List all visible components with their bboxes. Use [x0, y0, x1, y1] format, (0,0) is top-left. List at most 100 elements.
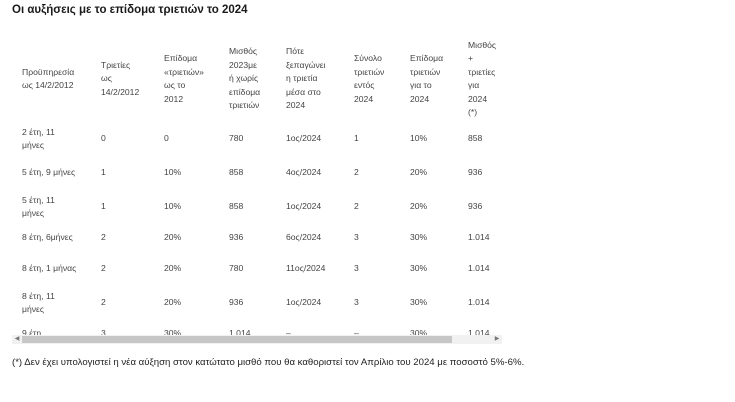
table-header-row: Προϋπηρεσία ως 14/2/2012 Τριετίες ως 14/2/20…	[12, 36, 502, 122]
table-cell: 30%	[410, 232, 428, 243]
column-header-line: 2024	[410, 93, 430, 104]
column-header-line: Επίδομα	[164, 53, 198, 63]
column-header: Σύνολο τριετιών εντός 2024	[344, 36, 400, 122]
table-cell: 20%	[164, 232, 182, 243]
table-cell: 0	[101, 133, 106, 144]
table-cell: 8 έτη, 6μήνες	[22, 232, 73, 243]
table-cell: 1ος/2024	[286, 133, 322, 144]
column-header-line: 14/2/2012	[101, 86, 140, 97]
table-cell: –	[354, 328, 359, 339]
table-row: 8 έτη, 6μήνες 2 20% 936 6ος/2024 3 30% 1.014	[12, 224, 502, 252]
table-cell: 3	[354, 297, 359, 308]
column-header: Πότε ξεπαγώνει η τριετία μέσα στο 2024	[276, 36, 344, 122]
column-header-line: ως	[101, 73, 112, 84]
column-header-line: ως 14/2/2012	[22, 80, 74, 90]
column-header-line: Τριετίες	[101, 59, 131, 70]
table-cell: 2	[101, 297, 106, 308]
column-header-line: 2024	[354, 93, 374, 104]
column-header-line: 2024	[286, 100, 306, 111]
table-cell: 1	[101, 201, 106, 212]
column-header-line: για το	[410, 80, 432, 90]
table-cell: 2	[354, 201, 359, 212]
table-cell: 30%	[164, 328, 182, 339]
table-cell: 858	[468, 133, 483, 144]
table-cell: 1	[101, 167, 106, 178]
footnote: (*) Δεν έχει υπολογιστεί η νέα αύξηση στ…	[12, 357, 525, 368]
table-cell: 20%	[164, 297, 182, 308]
table-cell: 20%	[164, 263, 182, 274]
column-header-line: 2024	[468, 93, 488, 104]
column-header-line: ή χωρίς	[229, 73, 259, 84]
raises-table: Προϋπηρεσία ως 14/2/2012 Τριετίες ως 14/2/20…	[12, 36, 502, 348]
column-header: Μισθός 2023με ή χωρίς επίδομα τριετιών	[219, 36, 276, 122]
table-row: 2 έτη, 11 μήνες 0 0 780 1ος/2024 1 10% 858	[12, 122, 502, 156]
table-cell: 3	[354, 263, 359, 274]
column-header-line: Σύνολο	[354, 53, 382, 63]
column-header-line: επίδομα	[229, 86, 261, 97]
column-header-line: μέσα στο	[286, 86, 321, 97]
table-cell: 8 έτη, 11 μήνες	[22, 290, 55, 315]
table-body: 2 έτη, 11 μήνες 0 0 780 1ος/2024 1 10% 858 5 έτη…	[12, 122, 502, 348]
column-header-line: Επίδομα	[410, 53, 444, 63]
table-cell: 936	[468, 167, 483, 178]
table-cell: 936	[229, 232, 244, 243]
scrollbar-thumb[interactable]	[22, 336, 452, 343]
table-cell: 936	[468, 201, 483, 212]
table-cell: 858	[229, 201, 244, 212]
table-cell: 10%	[164, 167, 182, 178]
table-row: 8 έτη, 1 μήνας 2 20% 780 11ος/2024 3 30% 1.014	[12, 252, 502, 286]
table-cell: 858	[229, 167, 244, 178]
table-cell: 780	[229, 263, 244, 274]
column-header-line: Προϋπηρεσία	[22, 66, 75, 77]
table-cell: 780	[229, 133, 244, 144]
table-row: 8 έτη, 11 μήνες 2 20% 936 1ος/2024 3 30% 1.014	[12, 286, 502, 320]
column-header: Τριετίες ως 14/2/2012	[91, 36, 154, 122]
table-cell: 936	[229, 297, 244, 308]
table-cell: 8 έτη, 1 μήνας	[22, 263, 77, 274]
column-header-line: Μισθός	[468, 39, 497, 50]
table-row: 5 έτη, 9 μήνες 1 10% 858 4ος/2024 2 20% 936	[12, 156, 502, 190]
column-header-line: +	[468, 53, 474, 63]
table-cell: 1.014	[468, 263, 490, 274]
column-header-line: για	[468, 80, 480, 90]
horizontal-scrollbar[interactable]: ◀ ▶	[12, 335, 502, 344]
table-cell: –	[286, 328, 291, 339]
table-cell: 9 έτη	[22, 328, 42, 339]
table-cell: 2	[101, 232, 106, 243]
table-cell: 20%	[410, 167, 428, 178]
column-header-line: 2023με	[229, 59, 257, 70]
table-cell: 30%	[410, 297, 428, 308]
table-cell: 0	[164, 133, 169, 144]
column-header-line: εντός	[354, 80, 375, 90]
table-cell: 10%	[164, 201, 182, 212]
column-header-line: τριετιών	[354, 66, 385, 77]
table-cell: 2 έτη, 11 μήνες	[22, 126, 55, 151]
column-header-line: η τριετία	[286, 73, 318, 84]
table-cell: 1.014	[468, 232, 490, 243]
column-header-line: Πότε	[286, 46, 305, 57]
column-header-line: ξεπαγώνει	[286, 59, 326, 70]
table-cell: 3	[354, 232, 359, 243]
table-row: 5 έτη, 11 μήνες 1 10% 858 1ος/2024 2 20% 936	[12, 190, 502, 224]
scroll-left-arrow-icon[interactable]: ◀	[14, 336, 20, 342]
column-header-line: τριετιών	[410, 66, 441, 77]
table-cell: 5 έτη, 9 μήνες	[22, 167, 76, 178]
table-cell: 4ος/2024	[286, 167, 322, 178]
table-cell: 1ος/2024	[286, 297, 322, 308]
scroll-right-arrow-icon[interactable]: ▶	[494, 336, 500, 342]
table-cell: 1ος/2024	[286, 201, 322, 212]
column-header-line: τριετιών	[229, 100, 260, 111]
table-cell: 1.014	[229, 328, 251, 339]
column-header-line: ως το	[164, 80, 186, 90]
column-header: Επίδομα «τριετιών» ως το 2012	[154, 36, 219, 122]
table-cell: 1.014	[468, 297, 490, 308]
page-title: Οι αυξήσεις με το επίδομα τριετιών το 20…	[12, 4, 248, 16]
table-cell: 2	[354, 167, 359, 178]
column-header-line: 2012	[164, 93, 184, 104]
table-cell: 30%	[410, 328, 428, 339]
table-cell: 30%	[410, 263, 428, 274]
column-header-line: τριετίες	[468, 66, 496, 77]
table-row: 9 έτη 3 30% 1.014 – – 30% 1.014	[12, 320, 502, 348]
column-header: Μισθός + τριετίες για 2024 (*)	[458, 36, 502, 122]
column-header: Προϋπηρεσία ως 14/2/2012	[12, 36, 91, 122]
